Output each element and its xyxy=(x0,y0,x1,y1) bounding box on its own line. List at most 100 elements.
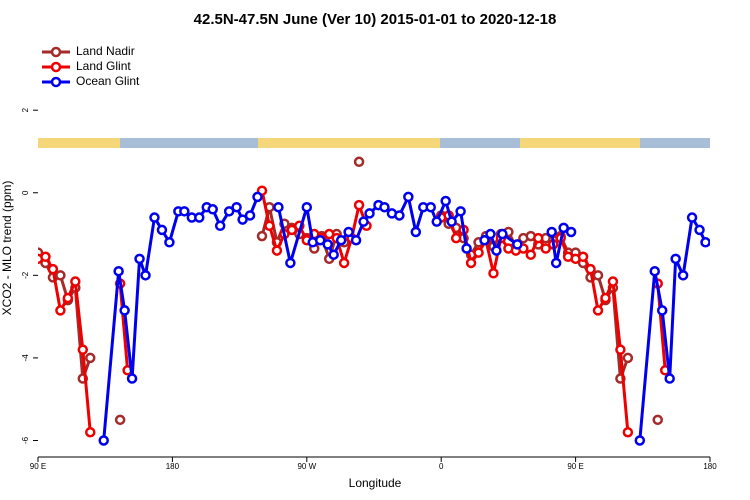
data-point xyxy=(455,206,466,217)
data-point xyxy=(273,201,284,213)
data-point xyxy=(491,245,502,256)
data-point xyxy=(98,435,109,446)
data-point xyxy=(322,239,333,250)
data-point xyxy=(379,201,390,213)
data-point xyxy=(446,216,457,227)
data-point xyxy=(479,234,490,246)
data-point xyxy=(607,276,619,287)
data-point xyxy=(343,226,354,238)
chart-title: 42.5N-47.5N June (Ver 10) 2015-01-01 to … xyxy=(194,11,557,28)
data-point xyxy=(497,228,508,240)
legend-label: Land Nadir xyxy=(76,44,135,58)
legend-marker xyxy=(50,61,62,73)
data-point xyxy=(85,426,96,438)
data-point xyxy=(314,234,326,246)
x-tick-label: 180 xyxy=(703,462,717,471)
x-tick-label: 90 E xyxy=(567,462,583,471)
y-tick-label: -6 xyxy=(21,436,30,444)
data-point xyxy=(670,253,681,265)
data-point xyxy=(558,222,569,234)
data-point xyxy=(252,191,263,203)
data-point xyxy=(149,212,160,223)
data-point xyxy=(214,220,226,232)
data-point xyxy=(256,230,268,242)
data-point xyxy=(244,210,256,221)
plot-area xyxy=(38,156,710,446)
data-point xyxy=(140,270,151,281)
data-point xyxy=(194,212,205,223)
data-point xyxy=(350,234,362,246)
data-point xyxy=(600,292,611,304)
data-point xyxy=(622,352,634,364)
data-point xyxy=(55,270,66,281)
data-point xyxy=(70,276,81,287)
data-point xyxy=(335,234,347,246)
data-point xyxy=(55,305,66,316)
y-tick-label: 0 xyxy=(21,190,30,195)
data-point xyxy=(301,201,313,213)
data-point xyxy=(62,292,74,304)
data-point xyxy=(394,210,405,221)
data-point xyxy=(440,195,451,207)
data-point xyxy=(525,249,537,260)
data-point xyxy=(550,257,562,269)
data-point xyxy=(403,191,414,203)
data-point xyxy=(264,220,275,232)
data-point xyxy=(119,305,130,316)
data-point xyxy=(565,226,577,238)
data-point xyxy=(286,224,298,236)
legend-marker xyxy=(50,46,62,58)
data-point xyxy=(134,253,145,265)
data-point xyxy=(231,201,242,213)
data-point xyxy=(634,435,646,446)
y-axis-label: XCO2 - MLO trend (ppm) xyxy=(0,181,14,316)
data-point xyxy=(540,243,551,254)
data-point xyxy=(425,201,436,213)
data-point xyxy=(126,373,138,384)
data-point xyxy=(664,373,675,384)
data-point xyxy=(431,216,442,227)
data-point xyxy=(485,228,496,240)
data-point xyxy=(40,251,51,263)
data-point xyxy=(592,270,604,281)
data-point xyxy=(622,426,634,438)
data-point xyxy=(592,305,604,316)
data-point xyxy=(410,226,422,238)
data-point xyxy=(615,344,626,355)
data-point xyxy=(164,237,175,248)
data-point xyxy=(546,226,557,238)
data-point xyxy=(358,216,369,227)
data-point xyxy=(585,263,596,275)
legend-marker xyxy=(50,76,62,88)
data-point xyxy=(113,265,124,277)
data-point xyxy=(488,268,499,279)
data-point xyxy=(364,208,375,219)
data-point xyxy=(512,239,523,250)
land-ocean-strip xyxy=(38,138,710,148)
data-point xyxy=(207,204,218,215)
data-point xyxy=(686,212,698,223)
data-point xyxy=(694,224,705,236)
data-point xyxy=(577,251,589,263)
data-point xyxy=(237,214,248,225)
x-axis-label: Longitude xyxy=(349,476,402,490)
data-point xyxy=(338,257,350,269)
data-point xyxy=(649,265,660,277)
x-tick-label: 0 xyxy=(439,462,444,471)
data-point xyxy=(328,249,339,260)
data-point xyxy=(323,228,335,240)
y-tick-label: -4 xyxy=(21,354,30,362)
data-point xyxy=(353,199,365,211)
x-tick-label: 180 xyxy=(166,462,180,471)
data-point xyxy=(271,245,283,256)
data-point xyxy=(223,206,235,217)
y-tick-label: -2 xyxy=(21,271,30,279)
data-point xyxy=(156,224,168,236)
data-point xyxy=(700,237,710,248)
data-point xyxy=(465,257,477,269)
legend-label: Land Glint xyxy=(76,59,131,73)
data-point xyxy=(179,206,190,217)
x-tick-label: 90 W xyxy=(297,462,316,471)
data-point xyxy=(114,414,126,426)
